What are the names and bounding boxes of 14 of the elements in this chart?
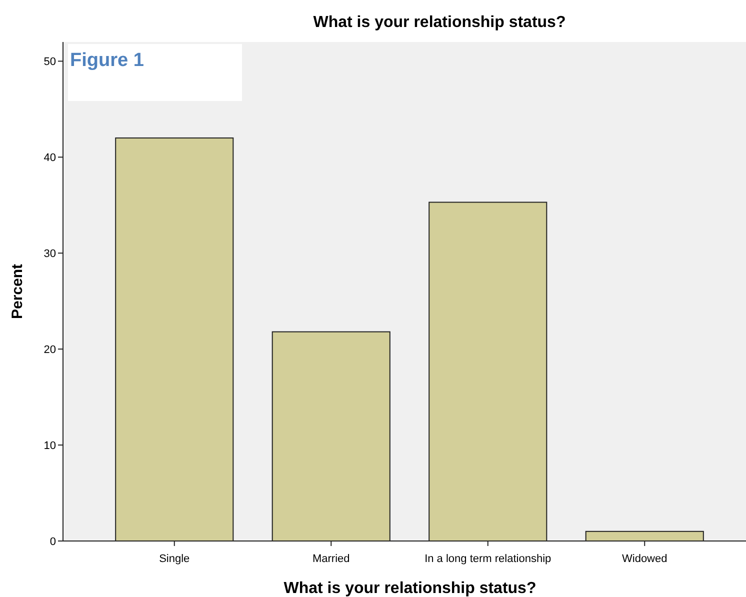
chart-title: What is your relationship status?	[313, 14, 566, 31]
x-tick-label: Married	[312, 553, 350, 565]
x-tick-label: Single	[159, 553, 190, 565]
y-tick-label: 50	[44, 56, 56, 68]
x-axis-title: What is your relationship status?	[284, 580, 536, 597]
y-tick-label: 10	[44, 440, 56, 452]
y-tick-label: 30	[44, 248, 56, 260]
x-tick-label: In a long term relationship	[424, 553, 552, 565]
y-tick-label: 0	[50, 536, 56, 548]
x-tick-label: Widowed	[622, 553, 668, 565]
y-tick-label: 20	[44, 344, 56, 356]
y-tick-label: 40	[44, 152, 56, 164]
y-axis-title: Percent	[9, 264, 26, 320]
annotation: Figure 1	[70, 50, 144, 71]
